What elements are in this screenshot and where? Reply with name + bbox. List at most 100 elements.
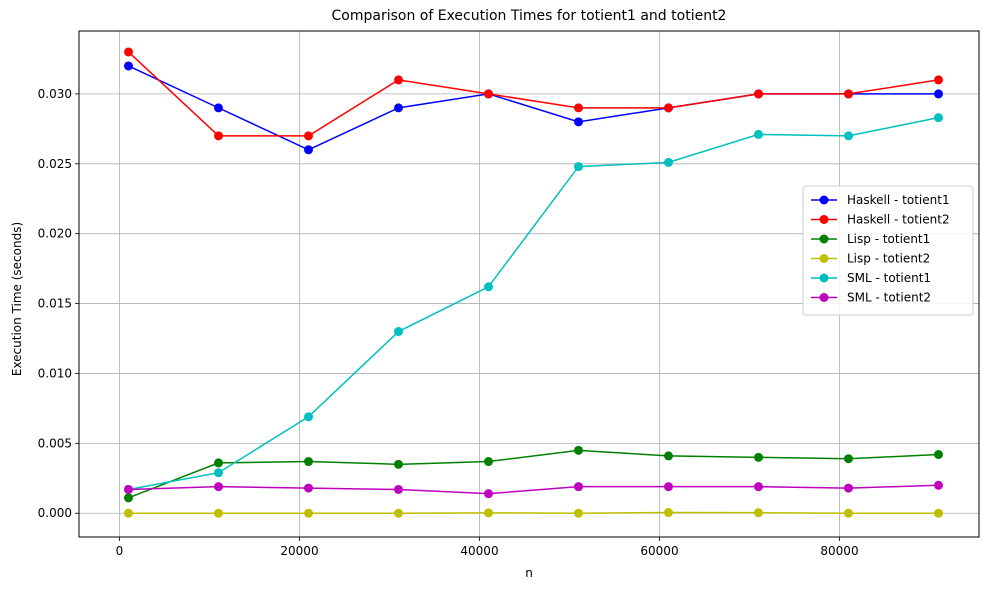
data-point: [394, 327, 403, 337]
x-tick-label: 80000: [820, 544, 858, 558]
series-line: [127, 51, 939, 137]
data-point: [664, 103, 673, 113]
data-point: [124, 61, 133, 71]
y-tick-label: 0.025: [38, 157, 72, 171]
x-tick-label: 60000: [640, 544, 678, 558]
data-point: [394, 103, 403, 113]
data-point: [934, 75, 943, 85]
series-haskell-totient2: [124, 47, 943, 141]
data-point: [484, 89, 493, 99]
legend-entry: Lisp - totient1: [811, 232, 930, 246]
legend-entry: SML - totient2: [811, 291, 931, 305]
y-tick-label: 0.010: [38, 366, 72, 380]
data-point: [214, 468, 223, 478]
legend: Haskell - totient1 Haskell - totient2 Lisp…: [802, 185, 974, 316]
data-point: [394, 484, 403, 494]
data-point: [214, 131, 223, 141]
legend-swatch-marker: [819, 293, 829, 302]
data-point: [304, 457, 313, 467]
x-tick-label: 20000: [280, 544, 318, 558]
legend-box: [802, 185, 974, 316]
data-point: [844, 131, 853, 141]
data-point: [844, 89, 853, 99]
data-point: [664, 157, 673, 167]
legend-label: Haskell - totient1: [847, 193, 950, 207]
legend-entry: SML - totient1: [811, 271, 931, 285]
data-point: [574, 117, 583, 127]
data-point: [754, 482, 763, 492]
legend-entry: Lisp - totient2: [811, 252, 930, 266]
legend-swatch-marker: [819, 195, 829, 205]
y-axis-title: Execution Time (seconds): [10, 222, 24, 376]
data-point: [754, 452, 763, 462]
y-tick-label: 0.005: [38, 436, 72, 450]
y-tick-label: 0.030: [38, 87, 72, 101]
data-point: [934, 450, 943, 460]
series-lisp-totient2: [124, 508, 943, 518]
data-point: [844, 483, 853, 493]
x-axis-title: n: [525, 566, 533, 580]
series-line: [128, 449, 939, 499]
series-line: [128, 484, 939, 495]
series-line: [128, 116, 939, 491]
data-point: [484, 489, 493, 499]
data-point: [664, 482, 673, 492]
data-point: [304, 131, 313, 141]
series-line: [128, 511, 939, 514]
data-point: [304, 483, 313, 493]
data-point: [934, 508, 943, 518]
data-point: [844, 454, 853, 464]
data-point: [124, 493, 133, 503]
data-point: [124, 484, 133, 494]
data-point: [664, 451, 673, 461]
chart-title: Comparison of Execution Times for totien…: [332, 8, 727, 24]
series-lisp-totient1: [124, 445, 943, 503]
data-point: [934, 113, 943, 123]
data-point: [574, 103, 583, 113]
data-point: [124, 47, 133, 57]
data-point: [484, 508, 493, 518]
y-tick-label: 0.000: [38, 506, 72, 520]
data-point: [484, 457, 493, 467]
data-point: [394, 459, 403, 469]
data-point: [214, 458, 223, 468]
y-tick-label: 0.015: [38, 297, 72, 311]
legend-label: Haskell - totient2: [847, 213, 950, 227]
legend-swatch-marker: [819, 273, 829, 283]
data-point: [484, 282, 493, 292]
data-point: [124, 508, 133, 518]
data-point: [664, 508, 673, 518]
legend-swatch-marker: [819, 215, 829, 224]
data-point: [754, 129, 763, 139]
axis-ticks: 0 20000 40000 60000 80000 0.000 0.005 0.010 0.01…: [38, 87, 859, 558]
legend-entry: Haskell - totient2: [811, 213, 950, 227]
data-point: [304, 145, 313, 155]
data-point: [844, 508, 853, 518]
data-point: [214, 508, 223, 518]
legend-label: Lisp - totient1: [847, 232, 930, 246]
legend-label: Lisp - totient2: [847, 252, 930, 266]
data-point: [574, 508, 583, 518]
data-point: [394, 508, 403, 518]
data-point: [574, 445, 583, 455]
series-lines: [124, 47, 943, 518]
legend-label: SML - totient1: [847, 271, 931, 285]
series-sml-totient2: [124, 480, 943, 499]
data-point: [214, 103, 223, 113]
legend-entry: Haskell - totient1: [811, 193, 950, 207]
data-point: [304, 508, 313, 518]
x-tick-label: 0: [116, 544, 124, 558]
data-point: [394, 75, 403, 85]
data-point: [574, 162, 583, 172]
data-point: [754, 89, 763, 99]
legend-swatch-marker: [819, 234, 829, 244]
data-point: [304, 412, 313, 422]
data-point: [214, 482, 223, 492]
x-tick-label: 40000: [460, 544, 498, 558]
legend-swatch-marker: [819, 254, 829, 263]
data-point: [934, 480, 943, 490]
data-point: [754, 508, 763, 518]
data-point: [574, 482, 583, 492]
y-tick-label: 0.020: [38, 227, 72, 241]
